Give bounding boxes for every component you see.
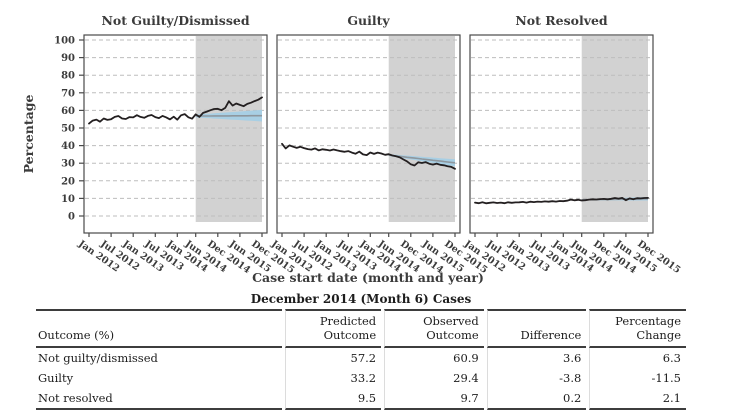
col-header-text: Outcome <box>323 328 377 343</box>
y-tick-label: 0 <box>68 212 75 223</box>
y-tick-label: 40 <box>61 141 75 152</box>
table-row: Not resolved 9.5 9.7 0.2 2.1 <box>36 387 686 410</box>
cell-pct-change: 2.1 <box>589 387 686 410</box>
cell-observed: 29.4 <box>384 367 484 388</box>
forecast-region-shade <box>195 36 262 222</box>
panel-title: Not Resolved <box>515 13 608 28</box>
cell-difference: -3.8 <box>486 367 587 388</box>
outcomes-chart: Jan 2012 Jul 2012 Jan 2013 Jul 2013 Jan 2014… <box>21 13 682 285</box>
cell-observed: 9.7 <box>384 387 484 410</box>
col-header-pct-change: Percentage Change <box>589 309 686 348</box>
col-header-text: Percentage <box>615 314 681 328</box>
table-title: December 2014 (Month 6) Cases <box>250 292 472 306</box>
cell-predicted: 9.5 <box>284 387 382 410</box>
panel-title: Not Guilty/Dismissed <box>101 13 249 28</box>
y-tick-label: 90 <box>61 53 75 64</box>
y-tick-label: 20 <box>61 176 75 187</box>
table-row: Not guilty/dismissed 57.2 60.9 3.6 6.3 <box>36 347 686 368</box>
y-tick-label: 70 <box>61 88 75 99</box>
col-header-difference: Difference <box>486 309 587 348</box>
col-header-text: Predicted <box>319 314 377 328</box>
col-header-text: Change <box>636 328 681 343</box>
table-header-row: Outcome (%) Predicted Outcome Observed O… <box>36 309 686 348</box>
col-header-text: Observed <box>423 314 479 328</box>
y-tick-label: 10 <box>61 194 75 205</box>
cell-pct-change: -11.5 <box>589 367 686 388</box>
col-header-predicted: Predicted Outcome <box>284 309 382 348</box>
cell-difference: 0.2 <box>486 387 587 410</box>
col-header-outcome: Outcome (%) <box>36 309 282 348</box>
cell-outcome: Not resolved <box>36 388 282 410</box>
panel-title: Guilty <box>347 13 390 28</box>
cases-table-section: December 2014 (Month 6) Cases Outcome (%… <box>33 292 689 410</box>
col-header-text: Outcome (%) <box>38 328 115 343</box>
col-header-observed: Observed Outcome <box>384 309 484 348</box>
observed-line <box>281 142 456 170</box>
y-tick-label: 100 <box>54 36 75 47</box>
col-header-text: Difference <box>520 328 582 343</box>
cases-table: Outcome (%) Predicted Outcome Observed O… <box>33 309 689 410</box>
forecast-region-shade <box>388 36 455 222</box>
forecast-region-shade <box>581 36 648 222</box>
panel-border <box>83 34 268 234</box>
y-tick-label: 30 <box>61 159 75 170</box>
y-tick-label: 80 <box>61 71 75 82</box>
table-row: Guilty 33.2 29.4 -3.8 -11.5 <box>36 367 686 388</box>
cell-outcome: Guilty <box>38 370 74 385</box>
cell-predicted: 57.2 <box>284 347 382 368</box>
panel-border <box>276 34 461 234</box>
cell-outcome: Not guilty/dismissed <box>38 350 158 365</box>
y-tick-label: 50 <box>61 124 75 135</box>
cell-pct-change: 6.3 <box>589 347 686 368</box>
forecast-center-line <box>388 154 456 164</box>
panel-border <box>469 34 654 234</box>
cell-difference: 3.6 <box>486 347 587 368</box>
cell-predicted: 33.2 <box>284 367 382 388</box>
y-axis-title: Percentage <box>21 95 36 174</box>
observed-line <box>88 96 263 125</box>
x-axis-title: Case start date (month and year) <box>252 270 484 285</box>
y-tick-label: 60 <box>61 106 75 117</box>
cell-observed: 60.9 <box>384 347 484 368</box>
observed-line <box>474 196 649 205</box>
col-header-text: Outcome <box>426 328 479 343</box>
